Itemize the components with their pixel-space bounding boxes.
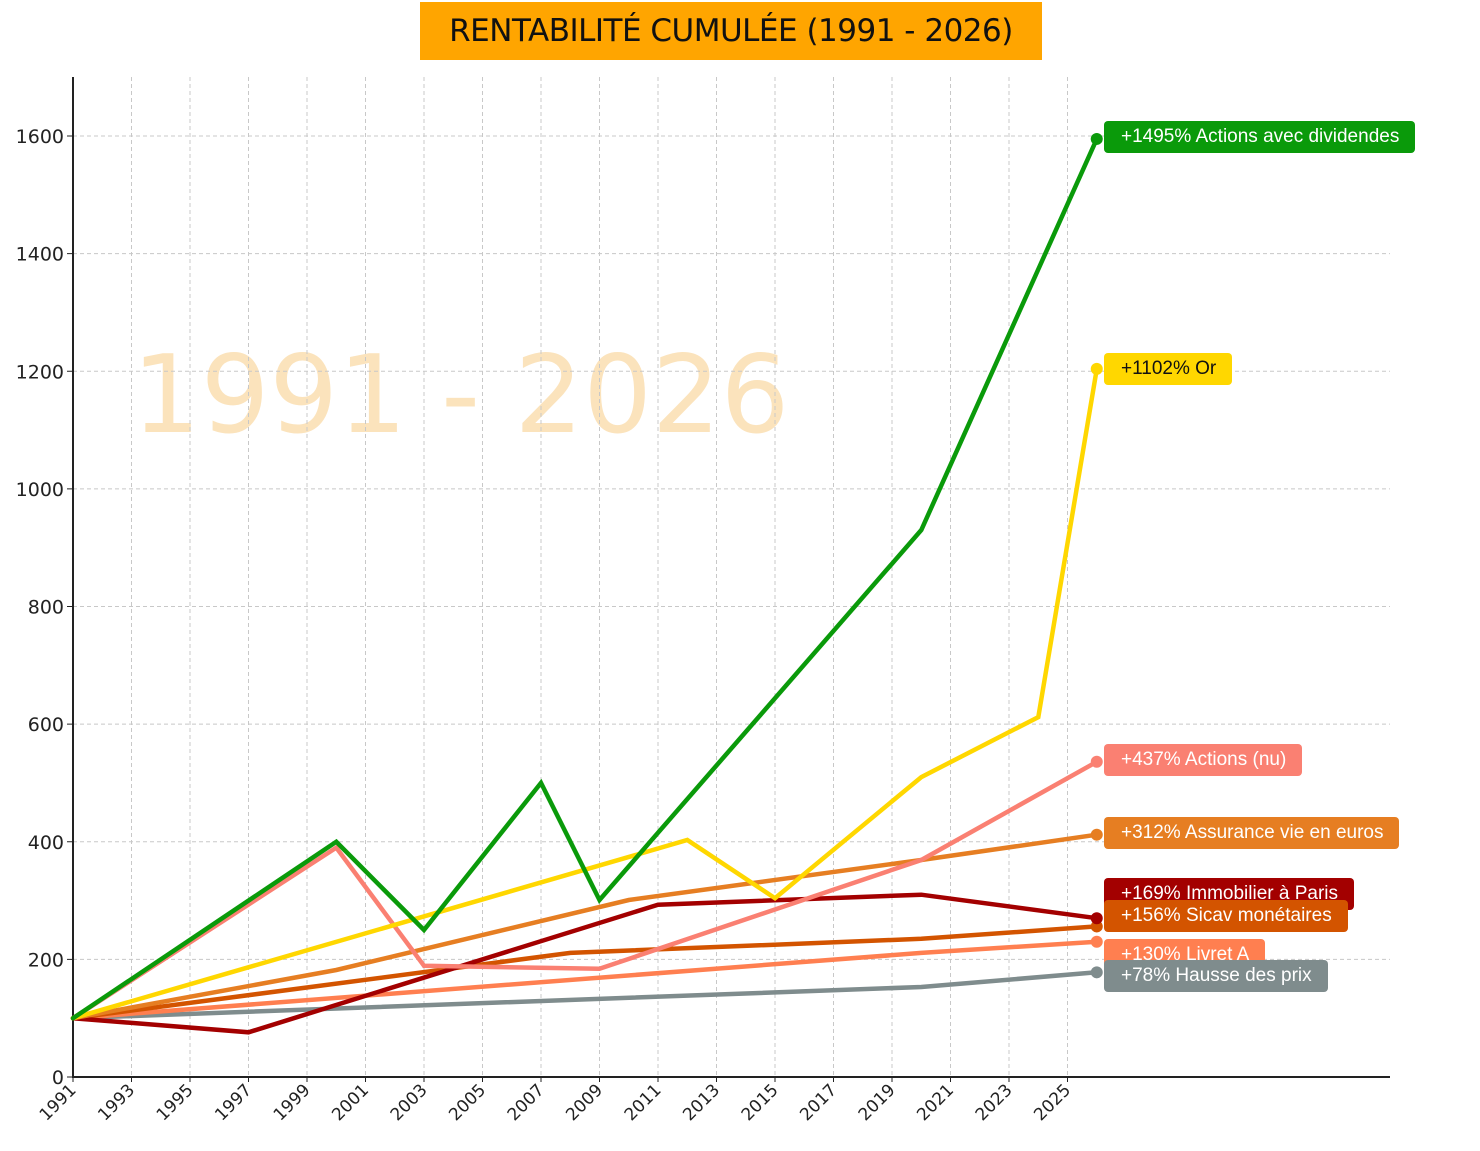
y-tick-label: 1200	[16, 361, 64, 383]
series-end-marker	[1090, 828, 1103, 841]
series-lines	[70, 136, 1100, 1035]
series-line	[70, 832, 1100, 1021]
x-tick-label: 2009	[562, 1080, 607, 1125]
series-end-marker	[1090, 912, 1103, 925]
x-tick-label: 2019	[855, 1080, 900, 1125]
x-tick-label: 2015	[738, 1080, 783, 1125]
x-tick-label: 1997	[211, 1080, 256, 1125]
series-line	[70, 892, 1100, 1035]
series-end-marker	[1090, 920, 1103, 933]
chart-title-banner: RENTABILITÉ CUMULÉE (1991 - 2026)	[420, 2, 1042, 60]
end-label: +78% Hausse des prix	[1104, 960, 1328, 992]
x-tick-label: 2013	[679, 1080, 724, 1125]
x-tick-label: 2023	[972, 1080, 1017, 1125]
end-label: +1102% Or	[1104, 353, 1233, 385]
y-tick-label: 1600	[16, 126, 64, 148]
series-end-marker	[1090, 755, 1103, 768]
x-tick-label: 2007	[504, 1080, 549, 1125]
y-tick-label: 800	[28, 597, 64, 619]
series-end-marker	[1090, 966, 1103, 979]
y-tick-label: 0	[52, 1067, 64, 1089]
y-tick-label: 600	[28, 714, 64, 736]
x-tick-label: 2011	[621, 1080, 666, 1125]
series-end-marker	[1090, 362, 1103, 375]
y-tick-labels: 0 200 400 600 800 1000 1200 1400 1600	[16, 126, 73, 1089]
watermark: 1991 - 2026	[132, 333, 789, 458]
x-tick-label: 2003	[387, 1080, 432, 1125]
x-tick-label: 2017	[796, 1080, 841, 1125]
x-tick-labels: 1991 1993 1995 1997 1999 2001 2003 2005 2007 2009…	[36, 1077, 1075, 1125]
x-tick-label: 2001	[328, 1080, 373, 1125]
x-tick-label: 2025	[1030, 1080, 1075, 1125]
y-tick-label: 400	[28, 832, 64, 854]
series-line	[70, 939, 1100, 1021]
chart-title: RENTABILITÉ CUMULÉE (1991 - 2026)	[449, 13, 1013, 49]
end-label: +1495% Actions avec dividendes	[1104, 121, 1416, 153]
y-tick-label: 1400	[16, 244, 64, 266]
x-tick-label: 1999	[270, 1080, 315, 1125]
x-tick-label: 2005	[445, 1080, 490, 1125]
series-line	[70, 136, 1100, 1021]
series-line	[70, 924, 1100, 1021]
axes	[72, 77, 1390, 1078]
x-tick-label: 1995	[153, 1080, 198, 1125]
y-tick-label: 200	[28, 949, 64, 971]
grid	[73, 77, 1390, 1077]
series-end-marker	[1090, 935, 1103, 948]
end-label: +156% Sicav monétaires	[1104, 900, 1348, 932]
y-tick-label: 1000	[16, 479, 64, 501]
end-label: +312% Assurance vie en euros	[1104, 817, 1400, 849]
series-end-marker	[1090, 132, 1103, 145]
x-tick-label: 2021	[913, 1080, 958, 1125]
series-line	[70, 759, 1100, 1021]
series-line	[70, 970, 1100, 1021]
x-tick-label: 1993	[94, 1080, 139, 1125]
end-label: +437% Actions (nu)	[1104, 744, 1303, 776]
end-markers	[1090, 132, 1103, 979]
